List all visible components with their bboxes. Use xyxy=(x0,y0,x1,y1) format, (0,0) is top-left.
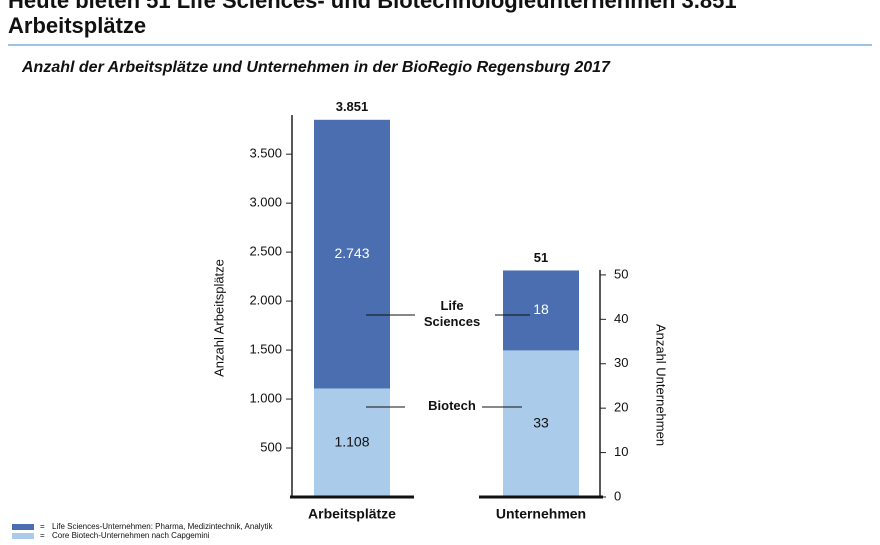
series-annotation-part: Life xyxy=(440,298,463,313)
y-tick-label: 2.000 xyxy=(249,293,282,308)
series-annotation-part: Biotech xyxy=(428,398,476,413)
y-tick-label: 3.000 xyxy=(249,195,282,210)
subtitle: Anzahl der Arbeitsplätze und Unternehmen… xyxy=(21,59,611,76)
y-tick-label: 1.000 xyxy=(249,390,282,405)
segment-label: 2.743 xyxy=(334,245,369,261)
legend-text: Core Biotech-Unternehmen nach Capgemini xyxy=(52,531,210,540)
legend-symbol: = xyxy=(40,522,45,531)
bar-segment xyxy=(503,350,579,497)
y2-tick-label: 20 xyxy=(614,400,628,415)
y2-tick-label: 50 xyxy=(614,266,628,281)
legend-text: Life Sciences-Unternehmen: Pharma, Mediz… xyxy=(52,522,274,531)
segment-label: 18 xyxy=(533,301,549,317)
total-label: 3.851 xyxy=(336,99,369,114)
bar-segment xyxy=(314,119,390,389)
y2-axis-title: Anzahl Unternehmen xyxy=(654,324,669,446)
legend-symbol: = xyxy=(40,531,45,540)
segment-label: 1.108 xyxy=(334,433,369,449)
legend-swatch xyxy=(12,524,34,530)
y-tick-label: 2.500 xyxy=(249,244,282,259)
bar-segment xyxy=(503,270,579,351)
y2-tick-label: 0 xyxy=(614,488,621,503)
y2-tick-label: 30 xyxy=(614,355,628,370)
y-tick-label: 1.500 xyxy=(249,342,282,357)
y2-tick-label: 10 xyxy=(614,444,628,459)
title-line-1: Heute bieten 51 Life Sciences- und Biote… xyxy=(8,0,737,13)
y-tick-label: 500 xyxy=(260,439,282,454)
title-line-2: Arbeitsplätze xyxy=(8,13,146,38)
y-tick-label: 3.500 xyxy=(249,146,282,161)
segment-label: 33 xyxy=(533,414,549,430)
series-annotation-part: Sciences xyxy=(424,314,480,329)
total-label: 51 xyxy=(534,250,548,265)
x-tick-label: Arbeitsplätze xyxy=(308,506,396,522)
series-annotation: Biotech xyxy=(428,398,476,413)
series-annotation: Life Sciences xyxy=(424,298,480,329)
legend-swatch xyxy=(12,533,34,539)
y2-tick-label: 40 xyxy=(614,311,628,326)
x-tick-label: Unternehmen xyxy=(496,506,586,522)
y-axis-title: Anzahl Arbeitsplätze xyxy=(211,259,226,377)
